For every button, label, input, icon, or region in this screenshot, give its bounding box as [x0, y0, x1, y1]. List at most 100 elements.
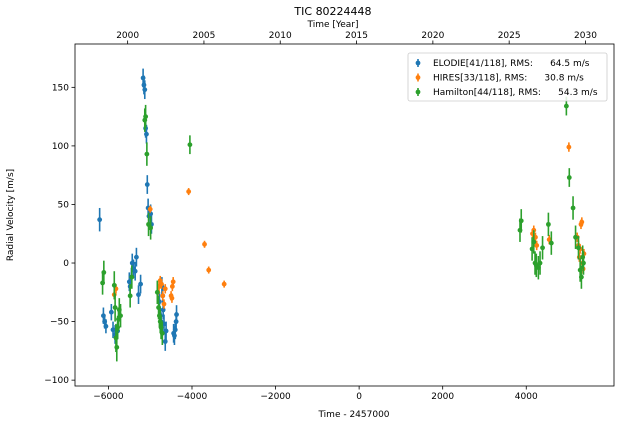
y-tick-label: 150	[52, 83, 69, 93]
x-tick-label: 0	[356, 392, 362, 402]
legend-label: ELODIE[41/118], RMS: 64.5 m/s	[433, 59, 590, 69]
data-point	[97, 217, 103, 223]
y-tick-label: −100	[44, 376, 69, 386]
data-point	[144, 151, 150, 157]
data-point	[156, 305, 161, 310]
data-point	[111, 282, 117, 288]
data-point	[548, 240, 554, 246]
data-point	[169, 284, 175, 289]
top-tick-label: 2005	[192, 31, 215, 41]
legend-box	[407, 52, 608, 102]
data-point	[540, 245, 545, 251]
series-0	[97, 68, 179, 351]
data-point	[108, 309, 114, 315]
series-1	[111, 142, 587, 309]
x-tick-label: −6000	[93, 392, 124, 402]
data-point	[144, 131, 149, 137]
data-point	[159, 330, 165, 336]
data-point	[143, 114, 149, 120]
data-point	[186, 189, 192, 194]
data-point	[141, 82, 147, 88]
data-point	[570, 205, 576, 211]
chart-title: TIC 80224448	[293, 5, 371, 18]
data-point	[146, 221, 151, 227]
legend-marker	[415, 60, 421, 66]
legend-marker	[415, 75, 421, 80]
data-point	[147, 206, 153, 212]
data-point	[579, 274, 584, 280]
y-tick-label: 0	[63, 259, 69, 269]
legend-marker	[415, 89, 421, 95]
data-point	[126, 279, 132, 285]
data-point	[566, 144, 572, 150]
data-point	[172, 333, 177, 339]
data-point	[114, 344, 120, 350]
top-tick-label: 2000	[116, 31, 139, 41]
data-point	[110, 327, 116, 333]
data-point	[154, 289, 160, 295]
legend: ELODIE[41/118], RMS: 64.5 m/s HIRES[33/11…	[407, 52, 608, 102]
legend-label: Hamilton[44/118], RMS: 54.3 m/s	[433, 88, 598, 98]
data-point	[132, 268, 138, 274]
legend-label: HIRES[33/118], RMS: 30.8 m/s	[433, 74, 584, 84]
y-tick-label: 100	[52, 142, 69, 152]
data-point	[531, 239, 537, 245]
data-point	[534, 243, 540, 248]
top-tick-label: 2010	[269, 31, 292, 41]
data-point	[563, 103, 569, 109]
top-axis-title: Time [Year]	[307, 20, 359, 30]
data-point	[518, 218, 524, 224]
data-point	[573, 234, 578, 240]
data-point	[546, 221, 551, 227]
data-point	[161, 301, 167, 307]
x-tick-label: 2000	[431, 392, 454, 402]
data-point	[163, 328, 169, 334]
y-tick-label: 50	[58, 200, 70, 210]
data-point	[136, 292, 141, 298]
data-point	[103, 323, 109, 329]
data-point	[134, 254, 139, 260]
data-layer	[97, 68, 587, 362]
data-point	[170, 279, 176, 285]
data-point	[127, 293, 133, 299]
data-point	[172, 327, 178, 333]
data-point	[206, 267, 212, 273]
data-point	[174, 312, 179, 317]
data-point	[169, 295, 175, 301]
y-tick-label: −50	[50, 318, 69, 328]
data-point	[160, 307, 166, 313]
data-point	[112, 305, 118, 310]
data-point	[187, 142, 193, 148]
y-axis-title: Radial Velocity [m/s]	[6, 169, 16, 261]
plot-frame	[74, 43, 615, 387]
data-point	[546, 237, 552, 242]
data-point	[160, 293, 166, 299]
data-point	[138, 281, 143, 287]
top-tick-label: 2030	[574, 31, 597, 41]
top-tick-label: 2025	[498, 31, 521, 41]
data-point	[101, 269, 107, 275]
x-axis-title: Time - 2457000	[317, 410, 389, 420]
top-tick-label: 2020	[421, 31, 444, 41]
data-point	[162, 339, 168, 344]
top-tick-label: 2015	[345, 31, 368, 41]
data-point	[579, 219, 585, 225]
data-point	[537, 260, 543, 266]
data-point	[580, 254, 586, 260]
data-point	[140, 75, 146, 81]
data-point	[566, 175, 572, 180]
x-tick-label: −4000	[177, 392, 208, 402]
x-tick-label: 4000	[515, 392, 538, 402]
data-point	[581, 260, 586, 266]
data-point	[159, 281, 164, 287]
data-point	[221, 281, 227, 287]
data-point	[142, 87, 148, 93]
data-point	[576, 245, 581, 251]
data-point	[118, 313, 123, 319]
data-point	[148, 225, 154, 231]
data-point	[162, 286, 168, 292]
data-point	[144, 182, 150, 187]
x-tick-label: −2000	[260, 392, 291, 402]
tick-layer: −6000 −4000 −2000 0 2000 4000 −100 −50 0 50 100 150…	[44, 31, 597, 402]
